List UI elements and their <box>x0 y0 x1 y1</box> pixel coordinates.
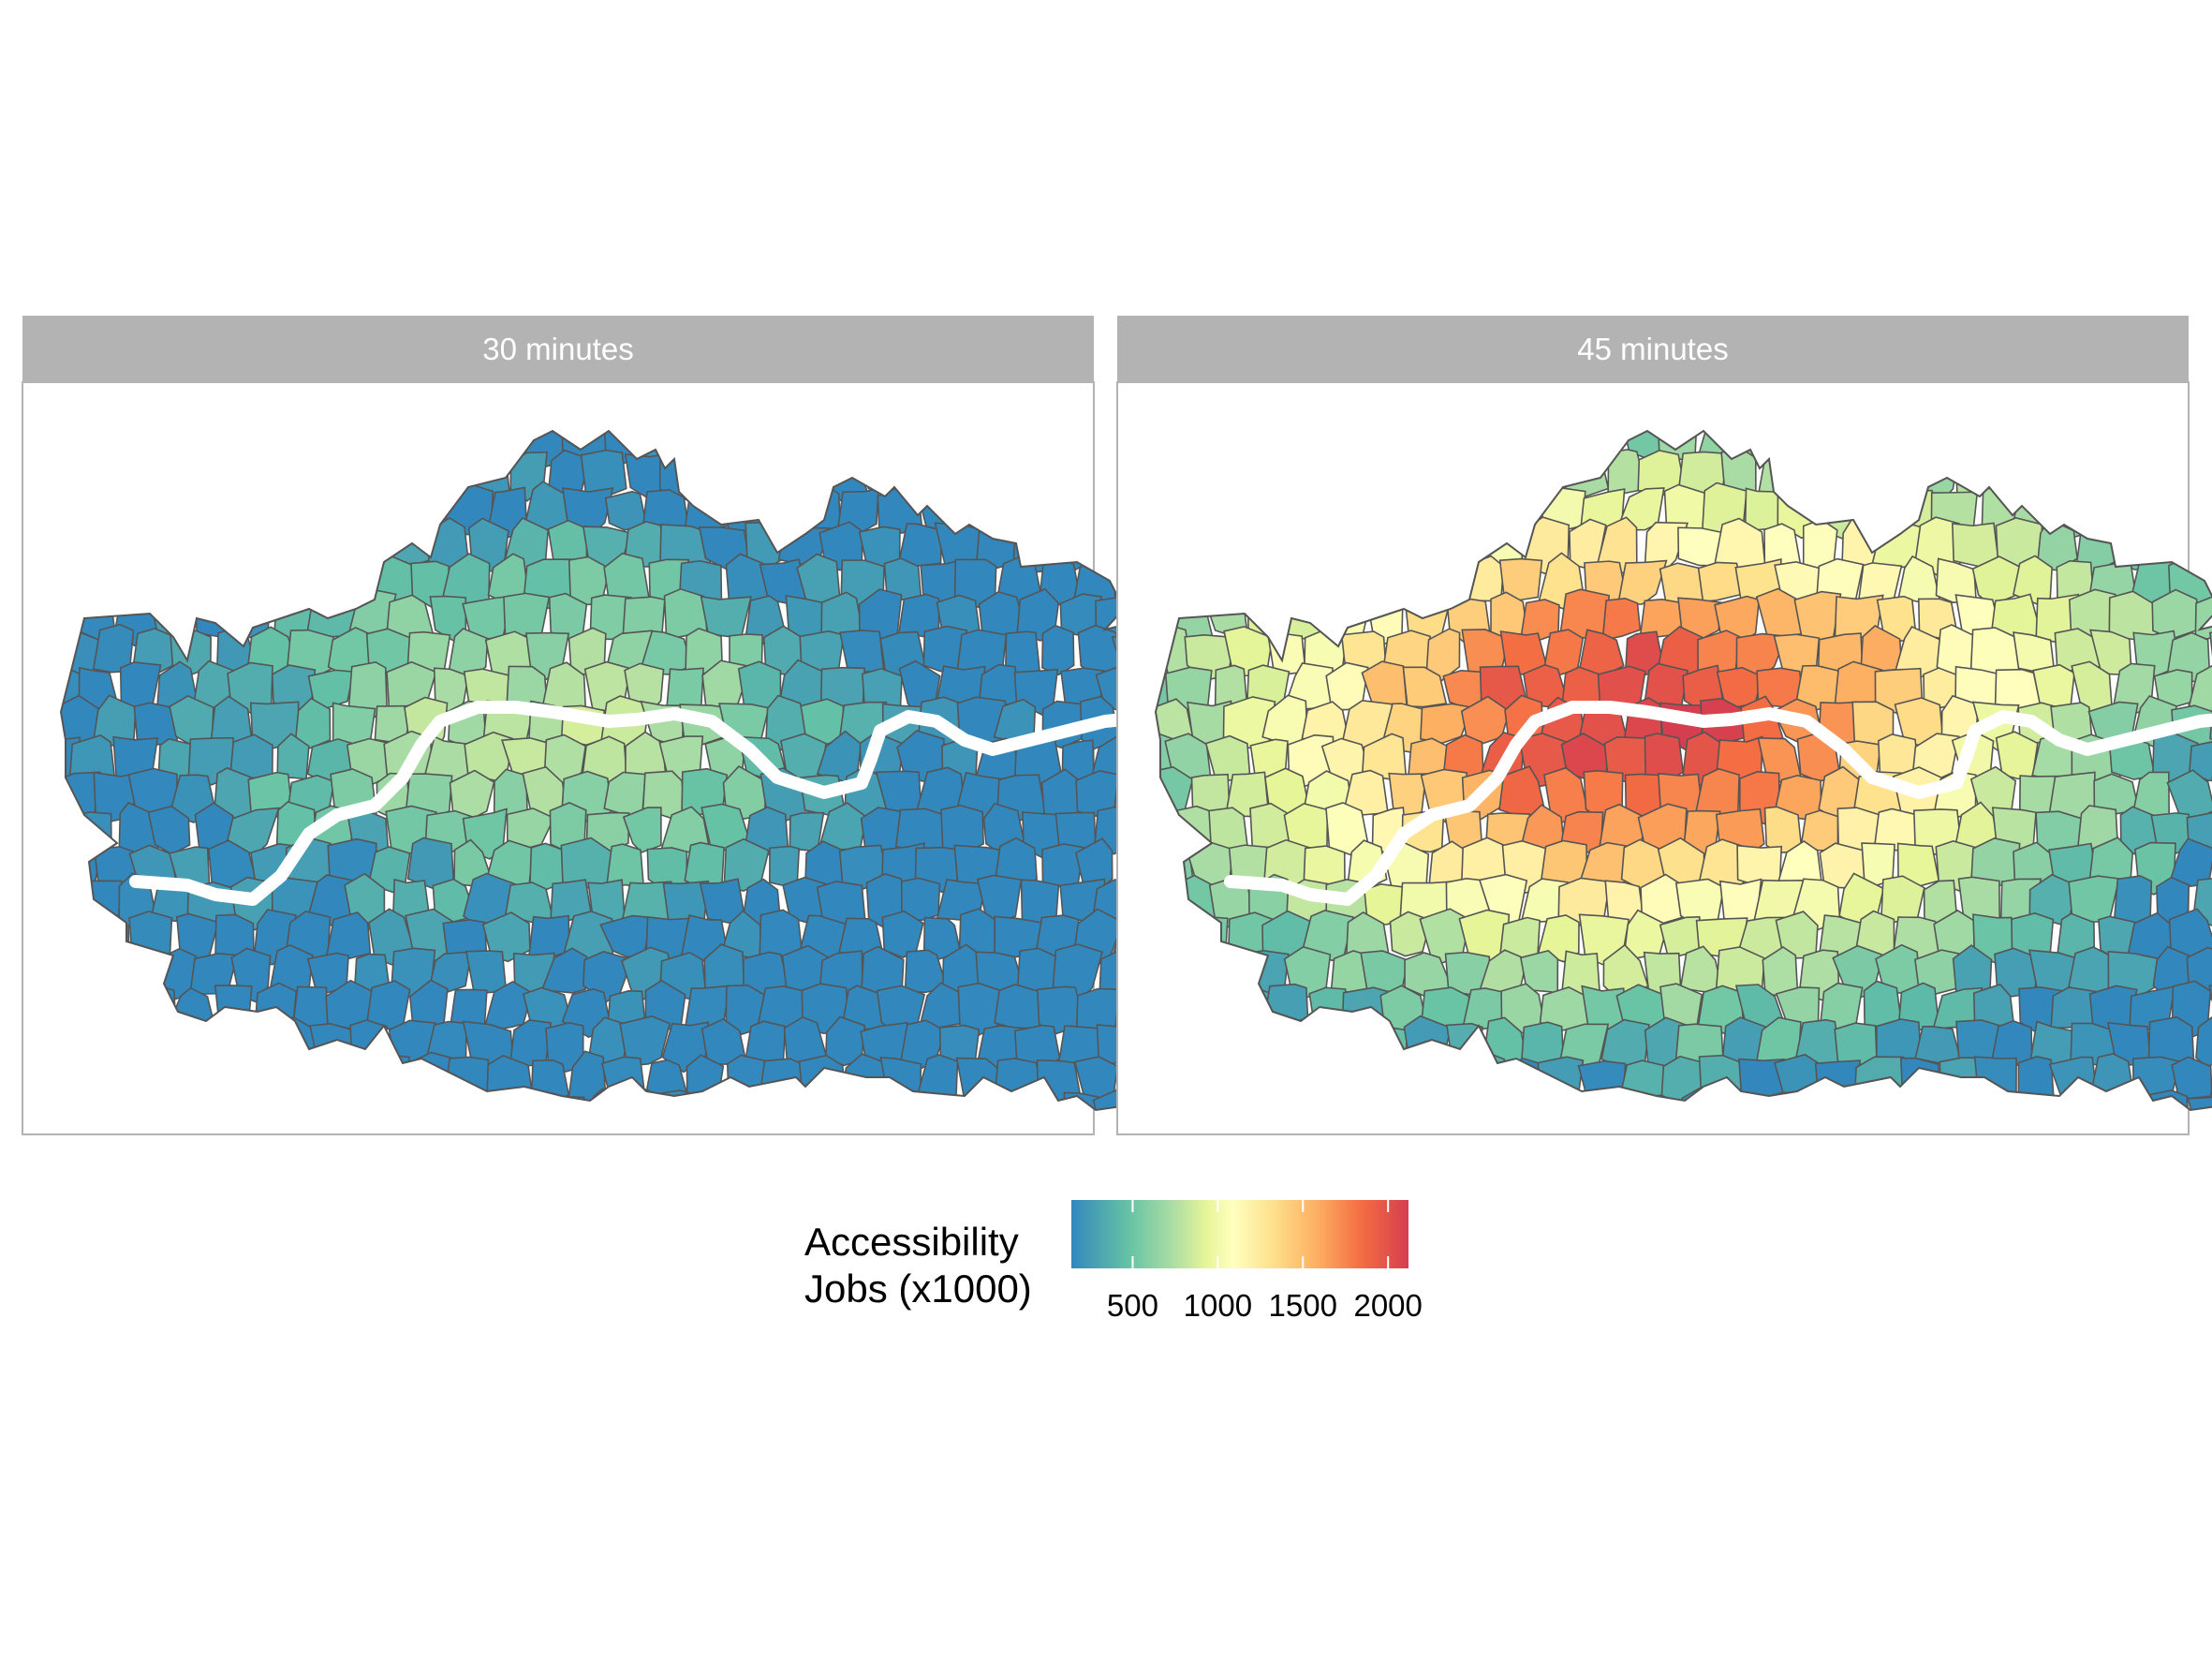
legend: Accessibility Jobs (x1000) 500 1000 1500 20… <box>804 1200 1423 1323</box>
zone-polygon <box>2013 555 2053 608</box>
zone-polygon <box>2196 453 2212 501</box>
legend-tick-label: 1500 <box>1269 1288 1337 1323</box>
legend-tick-label: 1000 <box>1184 1288 1252 1323</box>
zone-polygon <box>147 805 191 855</box>
river-thames <box>1224 701 2212 906</box>
zone-polygon <box>1914 1026 1962 1065</box>
panel-title: 45 minutes <box>1577 332 1728 366</box>
zone-polygon <box>503 592 551 637</box>
legend-tick-label: 500 <box>1107 1288 1158 1323</box>
strip-background <box>1117 316 2189 382</box>
zone-polygon <box>2187 1095 2212 1110</box>
river-thames <box>129 682 1252 906</box>
legend-tick-label: 2000 <box>1353 1288 1422 1323</box>
panel-title: 30 minutes <box>482 332 633 366</box>
zone-polygon <box>1041 624 1075 676</box>
zone-polygon <box>839 630 885 674</box>
panel-45-minutes: 45 minutes <box>1116 316 2212 1135</box>
zone-polygon <box>2209 700 2212 749</box>
legend-colorbar <box>1071 1200 1408 1268</box>
zone-polygon <box>2207 481 2212 530</box>
zone-polygon <box>1041 843 1084 889</box>
zone-polygon <box>622 807 662 853</box>
city-outline <box>1154 429 2212 1112</box>
zone-polygon <box>700 595 752 638</box>
zone-polygon <box>1793 590 1842 641</box>
zone-polygon <box>2195 1015 2212 1068</box>
legend-title-line1: Accessibility <box>804 1220 1019 1264</box>
legend-title-line2: Jobs (x1000) <box>804 1266 1032 1311</box>
legend-ticks: 500 1000 1500 2000 <box>1107 1200 1423 1323</box>
zone-polygon <box>2190 520 2212 567</box>
zone-polygon <box>994 984 1043 1029</box>
zone-polygon <box>1075 987 1120 1029</box>
strip-background <box>22 316 1094 382</box>
